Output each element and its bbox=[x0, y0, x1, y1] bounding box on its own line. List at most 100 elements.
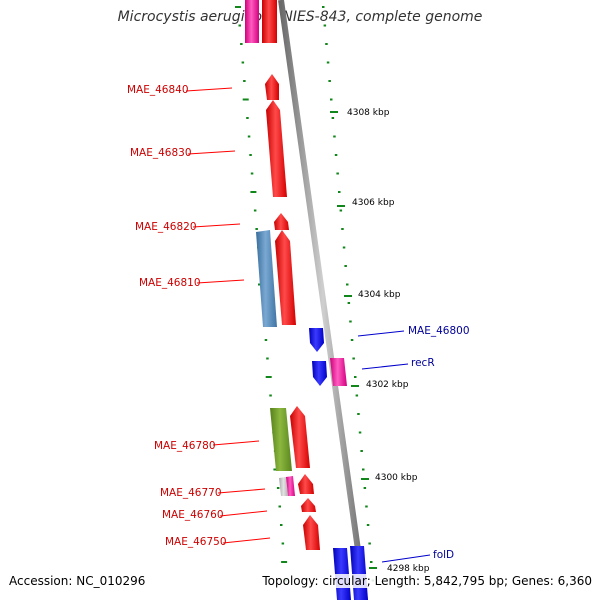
ring-dot bbox=[350, 339, 354, 341]
gene-bar-pink-small[interactable] bbox=[286, 476, 295, 496]
gene-label-mae-46810[interactable]: MAE_46810 bbox=[139, 277, 201, 289]
kbp-label: 4308 kbp bbox=[347, 108, 390, 118]
gene-arrow-mae-46840[interactable] bbox=[265, 74, 279, 100]
ring-dot bbox=[339, 209, 343, 212]
ring-dot bbox=[352, 357, 355, 360]
ring-dot bbox=[281, 542, 285, 545]
gene-arrow-mae-46810[interactable] bbox=[275, 230, 296, 325]
gene-label-recr[interactable]: recR bbox=[411, 357, 435, 369]
kbp-ticks bbox=[330, 111, 377, 569]
ring-dot bbox=[249, 154, 252, 156]
genome-backbone bbox=[278, 0, 368, 600]
kbp-labels: 4308 kbp 4306 kbp 4304 kbp 4302 kbp 4300… bbox=[347, 108, 430, 574]
ring-dot bbox=[250, 191, 257, 193]
ring-dot bbox=[346, 283, 349, 286]
ring-dot bbox=[357, 413, 360, 415]
ring-dot bbox=[265, 376, 272, 378]
ring-dot bbox=[253, 209, 257, 212]
gene-arrow-mae-46760[interactable] bbox=[301, 498, 316, 512]
ring-dot bbox=[269, 394, 272, 397]
ring-dot bbox=[281, 561, 288, 563]
ring-dot bbox=[246, 117, 249, 119]
gene-bar-olive[interactable] bbox=[270, 408, 292, 471]
ring-dot bbox=[247, 135, 251, 138]
ring-dot bbox=[250, 172, 254, 175]
right-gene-leader-lines bbox=[357, 330, 431, 563]
kbp-label: 4302 kbp bbox=[366, 380, 409, 390]
ring-dot bbox=[331, 117, 335, 119]
kbp-label: 4304 kbp bbox=[358, 290, 401, 300]
ring-dot bbox=[235, 6, 241, 8]
gene-label-mae-46820[interactable]: MAE_46820 bbox=[135, 221, 197, 233]
gene-bar-gray[interactable] bbox=[279, 477, 288, 496]
ring-dot bbox=[242, 98, 249, 101]
gene-arrow-mae-46820[interactable] bbox=[274, 213, 289, 230]
ring-dot bbox=[365, 505, 368, 508]
ring-dot bbox=[240, 43, 243, 45]
ring-dot bbox=[362, 468, 365, 471]
gene-arrow-mae-46830[interactable] bbox=[266, 100, 287, 197]
ring-dot bbox=[276, 487, 280, 489]
ring-dot bbox=[326, 61, 330, 64]
ring-dot bbox=[341, 228, 344, 230]
gene-bar-fold-b[interactable] bbox=[350, 546, 368, 600]
gene-bar-steel-blue[interactable] bbox=[256, 230, 277, 327]
gene-arrow-mae-46770[interactable] bbox=[298, 474, 314, 494]
kbp-label: 4298 kbp bbox=[387, 564, 430, 574]
gene-label-mae-46800[interactable]: MAE_46800 bbox=[408, 325, 470, 337]
ring-dot bbox=[336, 172, 339, 175]
ring-dot bbox=[368, 542, 371, 545]
left-gene-leader-lines bbox=[185, 87, 271, 544]
gene-label-mae-46770[interactable]: MAE_46770 bbox=[160, 487, 222, 499]
kbp-label: 4306 kbp bbox=[352, 198, 395, 208]
ring-dot bbox=[342, 246, 346, 249]
map-title: Microcystis aeruginosa NIES-843, complet… bbox=[117, 9, 483, 25]
ring-dot bbox=[354, 376, 357, 378]
gene-arrow-recr-left[interactable] bbox=[312, 361, 327, 386]
gene-label-mae-46760[interactable]: MAE_46760 bbox=[162, 509, 224, 521]
ring-dot bbox=[349, 320, 352, 323]
gene-feature-pink[interactable] bbox=[245, 0, 259, 43]
ring-dot bbox=[338, 191, 341, 193]
ring-dot bbox=[330, 98, 333, 101]
ring-dot bbox=[238, 24, 241, 27]
ring-dot bbox=[333, 135, 336, 138]
ring-dot bbox=[264, 339, 268, 341]
kbp-label: 4300 kbp bbox=[375, 473, 418, 483]
ring-dot bbox=[243, 80, 246, 82]
ring-dot bbox=[334, 154, 338, 156]
ring-dot bbox=[363, 487, 367, 489]
ring-dot bbox=[241, 61, 245, 64]
gene-label-mae-46780[interactable]: MAE_46780 bbox=[154, 440, 216, 452]
ring-dot bbox=[278, 505, 281, 508]
gene-label-mae-46840[interactable]: MAE_46840 bbox=[127, 84, 189, 96]
ring-dot bbox=[360, 450, 363, 452]
ring-dot bbox=[355, 394, 359, 397]
ring-dot bbox=[266, 357, 269, 360]
ring-dot bbox=[358, 431, 362, 434]
ring-dot bbox=[347, 302, 351, 304]
gene-label-fold[interactable]: folD bbox=[433, 549, 454, 561]
gene-bar-recr-pink[interactable] bbox=[330, 358, 347, 386]
ring-dot bbox=[328, 80, 331, 82]
ring-dot bbox=[325, 43, 328, 45]
ring-dot bbox=[344, 265, 347, 267]
gene-feature-red[interactable] bbox=[262, 0, 277, 43]
gene-label-mae-46750[interactable]: MAE_46750 bbox=[165, 536, 227, 548]
gene-label-mae-46830[interactable]: MAE_46830 bbox=[130, 147, 192, 159]
ring-dot bbox=[370, 561, 373, 563]
ring-dot bbox=[322, 6, 325, 8]
right-gene-labels: MAE_46800 recR folD bbox=[408, 325, 470, 561]
genome-summary-text: Topology: circular; Length: 5,842,795 bp… bbox=[262, 574, 592, 588]
accession-text: Accession: NC_010296 bbox=[9, 574, 149, 588]
gene-arrow-mae-46750[interactable] bbox=[303, 515, 320, 550]
gene-arrow-mae-46800[interactable] bbox=[309, 328, 324, 352]
ring-dot bbox=[280, 524, 283, 526]
ring-dot bbox=[366, 524, 370, 526]
ring-dot bbox=[323, 24, 327, 27]
ring-dot bbox=[255, 228, 258, 230]
gene-arrow-mae-46780[interactable] bbox=[290, 406, 310, 468]
left-gene-labels: MAE_46840 MAE_46830 MAE_46820 MAE_46810 … bbox=[127, 84, 227, 548]
